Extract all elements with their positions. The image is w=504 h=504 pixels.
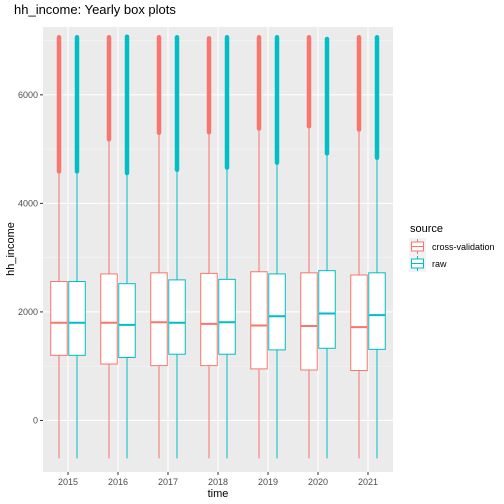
box-iqr <box>268 273 286 351</box>
y-tick-label: 4000 <box>18 198 38 208</box>
box-cross-validation-2019 <box>250 35 268 459</box>
box-raw-2015 <box>68 35 86 459</box>
x-tick-label: 2018 <box>208 477 228 487</box>
x-tick-label: 2015 <box>58 477 78 487</box>
box-raw-2019 <box>268 35 286 459</box>
y-axis-title: hh_income <box>5 222 17 276</box>
x-tick-label: 2019 <box>258 477 278 487</box>
legend-label-cross-validation: cross-validation <box>432 242 495 252</box>
x-tick-label: 2017 <box>158 477 178 487</box>
x-axis-title: time <box>208 488 229 500</box>
x-axis: 2015 2016 2017 2018 2019 2020 2021 <box>58 472 378 487</box>
box-cross-validation-2018 <box>200 36 218 459</box>
box-iqr <box>68 281 86 356</box>
box-iqr <box>200 272 218 367</box>
chart-title: hh_income: Yearly box plots <box>14 2 176 17</box>
box-raw-2021 <box>368 35 386 459</box>
box-cross-validation-2015 <box>50 35 68 459</box>
x-tick-label: 2021 <box>358 477 378 487</box>
box-raw-2016 <box>118 34 136 459</box>
box-cross-validation-2020 <box>300 35 318 459</box>
box-iqr <box>100 273 118 365</box>
box-cross-validation-2017 <box>150 35 168 459</box>
box-iqr <box>168 279 186 355</box>
box-iqr <box>368 272 386 350</box>
legend-key-cross-validation <box>409 238 426 255</box>
box-iqr <box>250 271 268 370</box>
box-raw-2020 <box>318 36 336 459</box>
box-cross-validation-2021 <box>350 35 368 459</box>
legend-label-raw: raw <box>432 259 447 269</box>
box-cross-validation-2016 <box>100 35 118 459</box>
box-iqr <box>50 281 68 356</box>
box-raw-2018 <box>218 35 236 459</box>
x-tick-label: 2020 <box>308 477 328 487</box>
legend-key-raw <box>409 255 426 272</box>
box-iqr <box>300 272 318 371</box>
y-tick-label: 0 <box>33 415 38 425</box>
grid-lines <box>43 27 393 472</box>
legend: source cross-validation raw <box>409 223 495 272</box>
legend-title: source <box>410 223 443 235</box>
box-iqr <box>350 274 368 372</box>
boxes-layer <box>50 34 386 459</box>
box-iqr <box>218 278 236 355</box>
box-iqr <box>318 270 336 349</box>
box-iqr <box>150 272 168 367</box>
x-tick-label: 2016 <box>108 477 128 487</box>
y-axis: 0 2000 4000 6000 <box>18 90 43 425</box>
box-raw-2017 <box>168 35 186 459</box>
y-tick-label: 2000 <box>18 307 38 317</box>
y-tick-label: 6000 <box>18 90 38 100</box>
box-iqr <box>118 283 136 358</box>
